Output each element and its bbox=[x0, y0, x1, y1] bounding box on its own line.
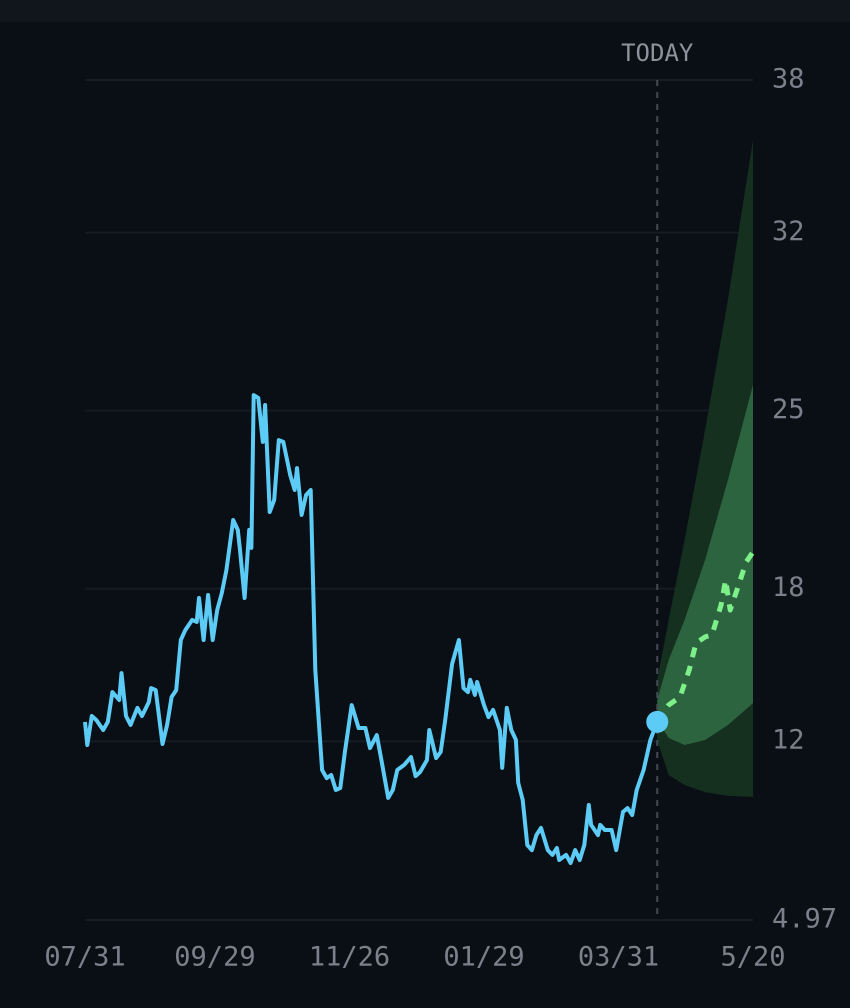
x-tick-label: 03/31 bbox=[578, 942, 659, 973]
y-tick-label: 18 bbox=[772, 572, 805, 603]
y-tick-label: 12 bbox=[772, 725, 805, 756]
y-tick-label: 32 bbox=[772, 216, 805, 247]
x-tick-label: 09/29 bbox=[174, 942, 255, 973]
x-tick-label: 11/26 bbox=[309, 942, 390, 973]
x-tick-label: 01/29 bbox=[443, 942, 524, 973]
grid bbox=[85, 79, 753, 921]
today-label: TODAY bbox=[621, 39, 694, 67]
axis-labels: 4.97 12 18 25 32 38 07/31 09/29 11/26 01/29 03/31 5… bbox=[44, 39, 837, 973]
x-tick-label: 5/20 bbox=[720, 942, 785, 973]
today-dot bbox=[646, 710, 669, 733]
y-tick-label: 4.97 bbox=[772, 904, 837, 935]
plot-area bbox=[83, 80, 756, 920]
top-bar bbox=[0, 0, 850, 22]
forecast-line bbox=[655, 550, 756, 724]
y-tick-label: 38 bbox=[772, 64, 805, 95]
forecast-band bbox=[657, 384, 753, 746]
y-tick-label: 25 bbox=[772, 394, 805, 425]
x-tick-label: 07/31 bbox=[44, 942, 125, 973]
price-line bbox=[83, 393, 660, 865]
